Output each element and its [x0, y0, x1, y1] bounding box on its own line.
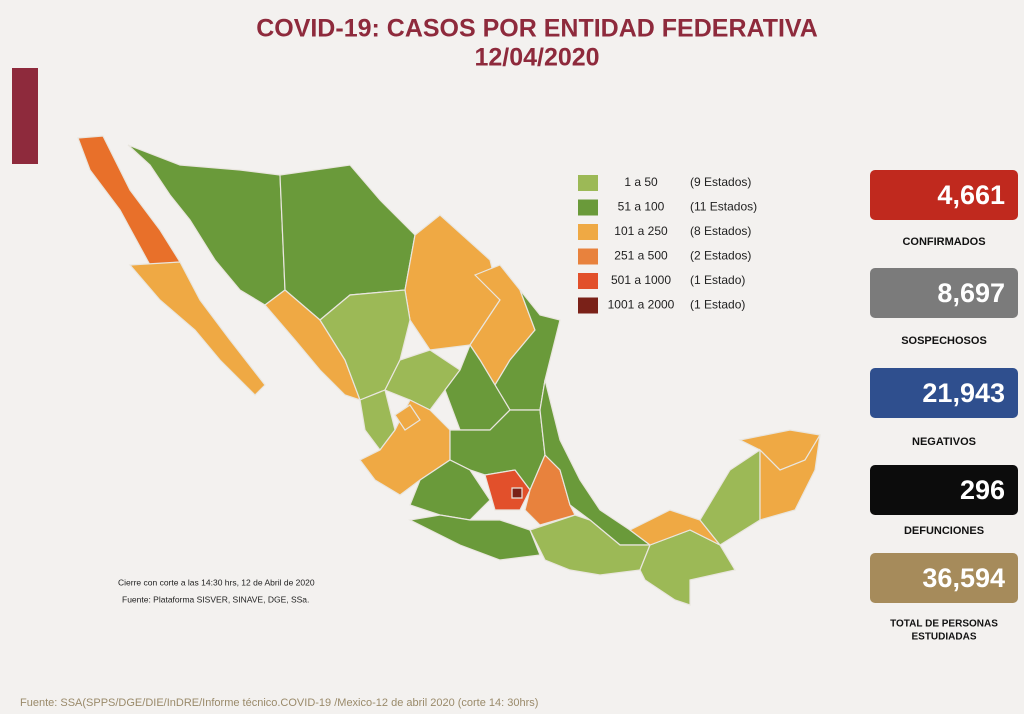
stat-label: SOSPECHOSOS	[901, 335, 987, 347]
stat-value: 296	[960, 475, 1005, 505]
legend-range: 251 a 500	[614, 249, 668, 263]
stat-value: 36,594	[922, 563, 1005, 593]
date: 12/04/2020	[474, 44, 599, 72]
legend: 1 a 50 (9 Estados) 51 a 100 (11 Estados) 101…	[578, 175, 757, 314]
stat-label: DEFUNCIONES	[904, 525, 984, 537]
legend-range: 1 a 50	[624, 175, 658, 189]
title: COVID-19: CASOS POR ENTIDAD FEDERATIVA	[256, 15, 818, 43]
stat-value: 21,943	[922, 378, 1005, 408]
legend-swatch	[578, 248, 598, 265]
legend-swatch	[578, 224, 598, 240]
legend-swatch	[578, 297, 598, 314]
stat-label: CONFIRMADOS	[902, 236, 985, 248]
legend-swatch	[578, 175, 598, 191]
legend-range: 1001 a 2000	[608, 298, 675, 312]
map	[77, 135, 821, 606]
stat-value: 4,661	[937, 180, 1005, 210]
legend-count: (8 Estados)	[690, 224, 751, 238]
stat-label: TOTAL DE PERSONAS	[890, 619, 998, 630]
legend-swatch	[578, 199, 598, 216]
footer: Fuente: SSA(SPPS/DGE/DIE/InDRE/Informe t…	[20, 697, 538, 709]
note: Cierre con corte a las 14:30 hrs, 12 de …	[118, 577, 315, 587]
legend-range: 101 a 250	[614, 224, 668, 238]
stats: 4,661 CONFIRMADOS 8,697 SOSPECHOSOS 21,943 NE…	[870, 170, 1018, 643]
stat-label: ESTUDIADAS	[911, 632, 976, 643]
stat-box	[870, 170, 1018, 220]
stat-box	[870, 368, 1018, 418]
note: Fuente: Plataforma SISVER, SINAVE, DGE, …	[122, 594, 309, 604]
legend-range: 51 a 100	[618, 200, 665, 214]
legend-count: (11 Estados)	[690, 200, 757, 214]
legend-count: (2 Estados)	[690, 249, 751, 263]
legend-range: 501 a 1000	[611, 273, 671, 287]
stat-box	[870, 465, 1018, 515]
stat-box	[870, 268, 1018, 318]
stat-value: 8,697	[937, 278, 1005, 308]
legend-count: (9 Estados)	[690, 175, 751, 189]
accent-bar	[12, 68, 38, 164]
legend-swatch	[578, 273, 598, 289]
legend-count: (1 Estado)	[690, 298, 745, 312]
stat-box	[870, 553, 1018, 603]
stat-label: NEGATIVOS	[912, 436, 976, 448]
legend-count: (1 Estado)	[690, 273, 745, 287]
